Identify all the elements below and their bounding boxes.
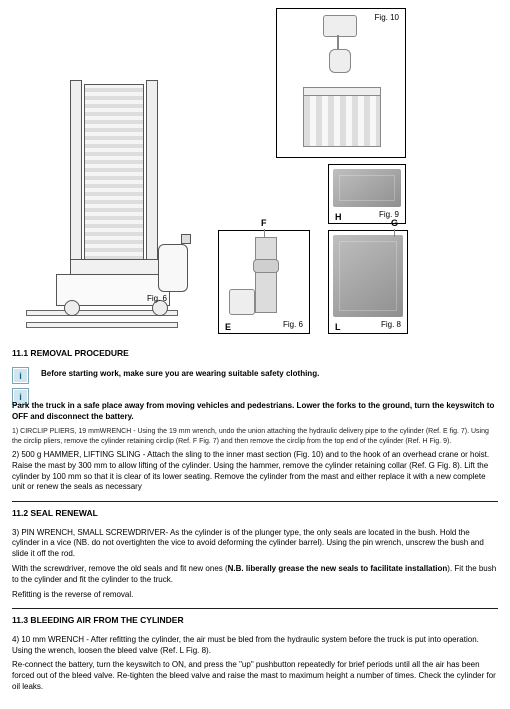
fig-gl-frame: G L Fig. 8 bbox=[328, 230, 408, 334]
fig-9-ref-h: H bbox=[335, 211, 342, 223]
seal-step3b-pre: With the screwdriver, remove the old sea… bbox=[12, 564, 228, 573]
bleed-step4: 4) 10 mm WRENCH - After refitting the cy… bbox=[12, 635, 498, 657]
heading-removal: 11.1 REMOVAL PROCEDURE bbox=[12, 348, 498, 359]
seal-step3a: 3) PIN WRENCH, SMALL SCREWDRIVER- As the… bbox=[12, 528, 498, 560]
fig-10-label: Fig. 10 bbox=[375, 13, 399, 24]
fig-main-label: Fig. 6 bbox=[147, 294, 167, 305]
fig-9-frame: H Fig. 9 bbox=[328, 164, 406, 224]
seal-step3b: With the screwdriver, remove the old sea… bbox=[12, 564, 498, 586]
section-rule bbox=[12, 501, 498, 502]
fig-ef-frame: F E Fig. 6 bbox=[218, 230, 310, 334]
removal-step1: 1) CIRCLIP PLIERS, 19 mmWRENCH - Using t… bbox=[12, 427, 498, 446]
info-icon-glyph: i bbox=[19, 370, 22, 382]
callout-park-text: Park the truck in a safe place away from… bbox=[12, 401, 498, 423]
seal-reverse: Refitting is the reverse of removal. bbox=[12, 590, 498, 601]
removal-step2: 2) 500 g HAMMER, LIFTING SLING - Attach … bbox=[12, 450, 498, 493]
callout-safety: i Before starting work, make sure you ar… bbox=[12, 367, 498, 384]
seal-step3b-bold: N.B. liberally grease the new seals to f… bbox=[228, 564, 448, 573]
heading-bleed: 11.3 BLEEDING AIR FROM THE CYLINDER bbox=[12, 615, 498, 626]
section-rule bbox=[12, 608, 498, 609]
page-root: Fig. 6 Fig. 10 H Fig. 9 F E Fig. 6 bbox=[0, 0, 510, 709]
figure-area: Fig. 6 Fig. 10 H Fig. 9 F E Fig. 6 bbox=[12, 4, 498, 336]
fig-10-frame: Fig. 10 bbox=[276, 8, 406, 158]
fig-ef-ref-f: F bbox=[261, 217, 267, 229]
callout-safety-text: Before starting work, make sure you are … bbox=[41, 367, 319, 380]
fig-gl-ref-l: L bbox=[335, 321, 341, 333]
fig-main-forklift bbox=[26, 84, 196, 334]
info-icon: i bbox=[12, 367, 29, 384]
fig-gl-ref-g: G bbox=[391, 217, 398, 229]
fig-ef-ref-e: E bbox=[225, 321, 231, 333]
heading-seal: 11.2 SEAL RENEWAL bbox=[12, 508, 498, 519]
bleed-step4b: Re-connect the battery, turn the keyswit… bbox=[12, 660, 498, 692]
fig-ef-label: Fig. 6 bbox=[283, 320, 303, 331]
fig-gl-label: Fig. 8 bbox=[381, 320, 401, 331]
